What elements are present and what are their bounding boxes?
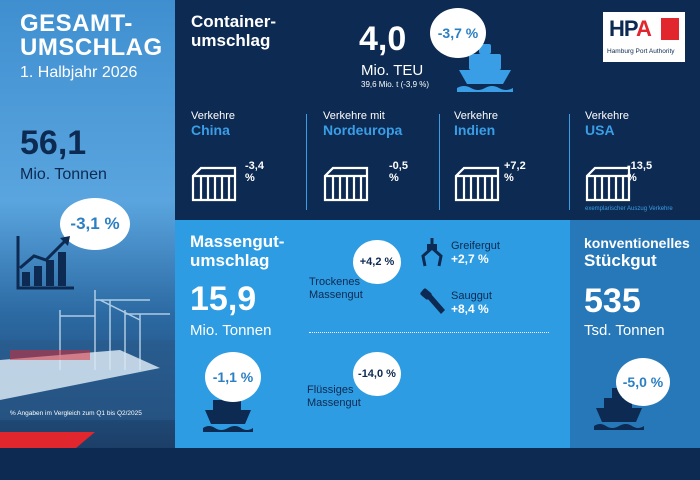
container-routes: Verkehre China -3,4 % Verkehre mit Norde… xyxy=(175,104,700,216)
route-change: -0,5 % xyxy=(389,160,408,184)
liquid-bulk-line2: Massengut xyxy=(307,397,361,409)
bottom-bar xyxy=(0,448,700,480)
total-value: 56,1 xyxy=(20,124,87,162)
route-dest: Nordeuropa xyxy=(323,122,403,138)
dry-bulk-line1: Trockenes xyxy=(309,276,360,288)
divider xyxy=(306,114,307,210)
total-change-badge: -3,1 % xyxy=(60,198,130,250)
route-indien: Verkehre Indien +7,2 % xyxy=(454,110,526,210)
bulk-value: 15,9 xyxy=(190,280,257,318)
period-label: 1. Halbjahr 2026 xyxy=(20,64,138,81)
route-change: -13,5 % xyxy=(627,160,653,184)
divider xyxy=(569,114,570,210)
dry-bulk-label: Trockenes Massengut xyxy=(309,276,363,302)
bulk-title-line2: umschlag xyxy=(190,251,270,270)
route-change: +7,2 % xyxy=(504,160,526,184)
red-accent-bar xyxy=(0,432,95,448)
bulk-title-line1: Massengut- xyxy=(190,232,285,251)
divider xyxy=(439,114,440,210)
container-value: 4,0 xyxy=(359,20,407,58)
footnote: % Angaben im Vergleich zum Q1 bis Q2/202… xyxy=(10,410,142,417)
dry-bulk-change-badge: +4,2 % xyxy=(353,240,401,284)
general-cargo-title: konventionelles Stückgut xyxy=(584,234,690,270)
total-panel: GESAMT- UMSCHLAG 1. Halbjahr 2026 56,1 M… xyxy=(0,0,175,448)
suction-change: +8,4 % xyxy=(451,302,489,316)
logo-name: Hamburg Port Authority xyxy=(607,48,675,55)
routes-note: exemplarischer Auszug Verkehre xyxy=(585,206,673,212)
general-cargo-ship-icon xyxy=(594,388,644,430)
route-dest: Indien xyxy=(454,122,496,138)
container-unit: Mio. TEU xyxy=(361,62,424,79)
container-tonnage: 39,6 Mio. t (-3,9 %) xyxy=(361,80,430,89)
growth-chart-icon xyxy=(16,236,74,290)
route-dest: USA xyxy=(585,122,615,138)
general-cargo-panel: konventionelles Stückgut 535 Tsd. Tonnen… xyxy=(570,220,700,448)
liquid-bulk-label: Flüssiges Massengut xyxy=(307,384,361,410)
bulk-change-badge: -1,1 % xyxy=(205,352,261,402)
bulk-title: Massengut- umschlag xyxy=(190,232,284,270)
grab-icon xyxy=(421,238,443,267)
route-change: -3,4 % xyxy=(245,160,264,184)
dry-bulk-line2: Massengut xyxy=(309,289,363,301)
route-dest: China xyxy=(191,122,230,138)
general-title-line1: konventionelles xyxy=(584,235,690,251)
logo-hp: HP xyxy=(609,16,637,41)
general-title-line2: Stückgut xyxy=(584,251,657,270)
route-label: Verkehre xyxy=(454,110,499,122)
bulk-unit: Mio. Tonnen xyxy=(190,322,272,339)
hpa-logo: HPA Hamburg Port Authority xyxy=(603,12,685,62)
suction-group: Sauggut +8,4 % xyxy=(451,290,492,317)
container-title-line2: umschlag xyxy=(191,31,271,50)
grab-group: Greifergut +2,7 % xyxy=(451,240,500,267)
bulk-panel: Massengut- umschlag 15,9 Mio. Tonnen +4,… xyxy=(175,220,570,448)
total-title: GESAMT- UMSCHLAG xyxy=(20,12,163,60)
hamburg-flag-icon xyxy=(661,18,679,40)
container-box-icon xyxy=(191,166,237,202)
container-title-line1: Container- xyxy=(191,12,276,31)
dotted-divider xyxy=(309,332,549,333)
port-cranes-image xyxy=(0,290,175,420)
route-label: Verkehre xyxy=(191,110,236,122)
suction-label: Sauggut xyxy=(451,290,492,302)
container-title: Container- umschlag xyxy=(191,12,276,50)
container-ship-icon xyxy=(457,44,513,92)
container-change-badge: -3,7 % xyxy=(430,8,486,58)
general-cargo-change-badge: -5,0 % xyxy=(616,358,670,406)
total-title-line1: GESAMT- xyxy=(20,10,133,37)
logo-letters: HPA xyxy=(609,16,652,42)
suction-icon xyxy=(420,288,445,314)
grab-change: +2,7 % xyxy=(451,252,489,266)
total-title-line2: UMSCHLAG xyxy=(20,34,163,61)
grab-label: Greifergut xyxy=(451,240,500,252)
container-box-icon xyxy=(454,166,500,202)
total-unit: Mio. Tonnen xyxy=(20,166,107,183)
container-box-icon xyxy=(585,166,631,202)
route-usa: Verkehre USA -13,5 % xyxy=(585,110,652,210)
general-cargo-unit: Tsd. Tonnen xyxy=(584,322,665,339)
liquid-bulk-change-badge: -14,0 % xyxy=(353,352,401,396)
route-label: Verkehre xyxy=(585,110,630,122)
route-nordeuropa: Verkehre mit Nordeuropa -0,5 % xyxy=(323,110,408,210)
container-box-icon xyxy=(323,166,369,202)
liquid-bulk-line1: Flüssiges xyxy=(307,384,354,396)
general-cargo-value: 535 xyxy=(584,282,641,320)
route-label: Verkehre mit xyxy=(323,110,385,122)
route-china: Verkehre China -3,4 % xyxy=(191,110,264,210)
logo-a: A xyxy=(635,16,652,41)
